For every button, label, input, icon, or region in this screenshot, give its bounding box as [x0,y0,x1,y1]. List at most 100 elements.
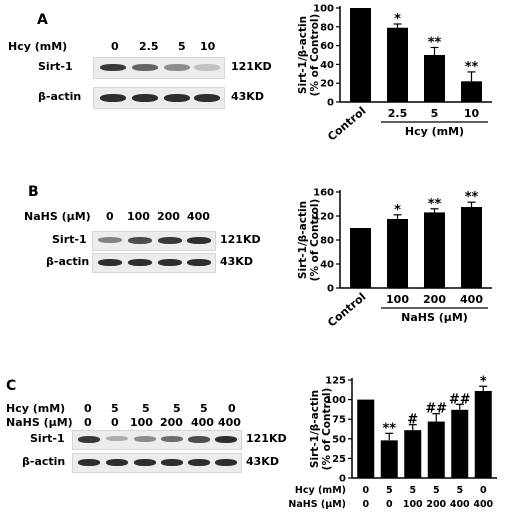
x-tick-label: 10 [464,107,480,120]
lane-value: 5 [173,402,181,415]
blot-band [164,64,190,71]
significance-label: ** [382,421,396,436]
lane-value: 0 [111,416,119,429]
lane-value: 5 [200,402,208,415]
lane-value: 10 [200,40,216,53]
y-tick-label: 50 [332,434,346,445]
y-axis-label: Sirt-1/β-actin [297,201,309,279]
lane-value: 0 [111,40,119,53]
x-row-value: 400 [473,499,493,510]
x-tick-label: 400 [460,293,483,306]
y-axis-label: (% of Control) [309,14,321,97]
blot-band [106,459,128,466]
x-category-label: Control [325,290,368,329]
bar [380,440,398,478]
blot-label: β-actin [46,255,90,268]
y-tick-label: 0 [339,474,346,485]
row-label: Hcy (mM) [8,40,68,53]
blot-band [132,64,158,71]
lane-value: 100 [130,416,153,429]
significance-label: * [480,374,487,389]
y-tick-label: 25 [332,454,346,465]
blot-label: Sirt-1 [30,432,65,445]
x-tick-label: 2.5 [388,107,408,120]
y-axis-label: (% of Control) [309,199,321,282]
significance-label: ** [465,190,479,205]
y-axis-label: (% of Control) [321,388,333,471]
blot-band [164,94,190,102]
y-tick-label: 80 [320,22,334,33]
blot-label: β-actin [22,455,66,468]
western-blot-actin [92,253,216,273]
bar [387,27,408,103]
blot-band [194,94,220,102]
y-tick-label: 40 [320,60,334,71]
blot-band [128,259,152,266]
bar [424,55,445,102]
bar [350,228,371,288]
x-row-value: 200 [426,499,446,510]
significance-label: ## [449,392,471,407]
blot-size: 43KD [220,255,253,268]
significance-label: ** [428,197,442,212]
panel-letter: C [6,378,17,394]
panel-c: C Hcy (mM) 0 5 5 5 5 0 NaHS (μM) 0 0 100… [0,350,505,524]
x-row-value: 5 [409,485,416,496]
y-tick-label: 80 [320,236,334,247]
blot-size: 121KD [246,432,287,445]
blot-band [194,64,220,71]
x-row-value: 100 [403,499,423,510]
western-blot-actin [72,453,242,473]
blot-label: Sirt-1 [38,60,73,73]
significance-label: # [407,413,418,428]
lane-value: 5 [142,402,150,415]
blot-band [187,237,211,244]
row-label: Hcy (mM) [6,402,66,415]
lane-value: 200 [157,210,180,223]
blot-band [100,64,126,71]
row-label: NaHS (μM) [6,416,73,429]
y-tick-label: 120 [313,212,334,223]
bar [424,212,445,288]
y-tick-label: 125 [325,376,346,387]
lane-value: 0 [228,402,236,415]
panel-letter: B [28,184,39,200]
bar [461,207,482,288]
blot-band [98,237,122,243]
blot-band [128,237,152,244]
blot-band [98,259,122,266]
blot-band [134,436,156,442]
blot-band [158,237,182,244]
blot-band [100,94,126,102]
lane-value: 100 [127,210,150,223]
bar [461,81,482,102]
y-tick-label: 100 [325,395,346,406]
x-row-label: NaHS (μM) [288,499,346,510]
lane-value: 0 [106,210,114,223]
y-tick-label: 100 [313,4,334,15]
lane-value: 400 [218,416,241,429]
significance-label: ** [465,60,479,75]
western-blot-actin [93,87,225,109]
blot-band [132,94,158,102]
bar [350,8,371,102]
blot-band [188,436,210,443]
x-row-label: Hcy (mM) [295,485,346,496]
y-tick-label: 60 [320,41,334,52]
group-label: NaHS (μM) [401,311,468,324]
y-tick-label: 160 [313,188,334,199]
blot-band [78,459,100,466]
significance-label: * [394,12,401,27]
lane-value: 400 [187,210,210,223]
x-row-value: 0 [362,485,369,496]
bar [427,421,445,478]
blot-band [188,459,210,466]
blot-size: 43KD [246,455,279,468]
y-tick-label: 0 [327,98,334,109]
significance-label: ** [428,35,442,50]
x-category-label: Control [325,104,368,143]
x-tick-label: 200 [423,293,446,306]
bar [387,219,408,288]
y-tick-label: 75 [332,415,346,426]
x-row-value: 5 [433,485,440,496]
